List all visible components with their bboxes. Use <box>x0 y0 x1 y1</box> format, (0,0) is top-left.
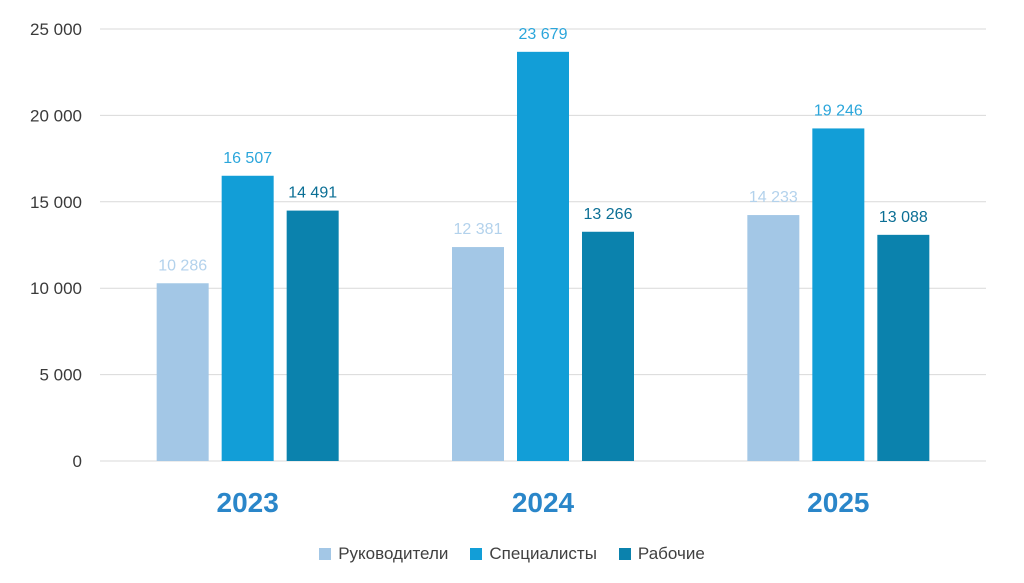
legend-item-spetsialisty: Специалисты <box>470 544 597 564</box>
data-labels: 10 286 16 507 14 491 12 381 23 679 13 266 14 2… <box>158 26 928 274</box>
data-label: 14 233 <box>749 189 798 206</box>
legend: Руководители Специалисты Рабочие <box>0 544 1024 564</box>
bar <box>156 283 209 461</box>
y-tick-label: 10 000 <box>30 279 82 298</box>
legend-swatch <box>319 548 332 560</box>
bar <box>812 128 865 461</box>
legend-item-rabochie: Рабочие <box>618 544 705 564</box>
legend-label: Рабочие <box>637 544 705 563</box>
legend-label: Специалисты <box>489 544 597 563</box>
data-label: 16 507 <box>223 150 272 167</box>
legend-item-rukovoditeli: Руководители <box>319 544 448 564</box>
y-tick-label: 25 000 <box>30 20 82 39</box>
data-label: 12 381 <box>454 221 503 238</box>
bar-chart: 0 5 000 10 000 15 000 20 000 25 000 10 286 16 … <box>30 20 986 518</box>
bar <box>517 51 569 462</box>
data-label: 13 088 <box>879 209 928 226</box>
bar <box>877 234 930 461</box>
y-tick-label: 5 000 <box>39 366 82 385</box>
y-tick-label: 15 000 <box>30 193 82 212</box>
y-tick-label: 0 <box>73 452 82 471</box>
data-label: 13 266 <box>584 206 633 223</box>
x-category-label: 2025 <box>807 487 869 518</box>
bar <box>452 247 504 461</box>
x-category-label: 2023 <box>217 487 279 518</box>
bar <box>221 175 274 461</box>
y-axis-ticks: 0 5 000 10 000 15 000 20 000 25 000 <box>30 20 82 471</box>
data-label: 14 491 <box>288 185 337 202</box>
x-axis-categories: 2023 2024 2025 <box>217 487 870 518</box>
bar <box>582 231 634 461</box>
data-label: 23 679 <box>519 26 568 43</box>
data-label: 19 246 <box>814 102 863 119</box>
bars <box>156 51 930 462</box>
legend-swatch <box>470 548 483 560</box>
bar <box>747 215 800 461</box>
y-tick-label: 20 000 <box>30 106 82 125</box>
x-category-label: 2024 <box>512 487 575 518</box>
legend-label: Руководители <box>338 544 449 563</box>
bar <box>286 210 339 461</box>
data-label: 10 286 <box>158 257 207 274</box>
legend-swatch <box>618 548 631 560</box>
